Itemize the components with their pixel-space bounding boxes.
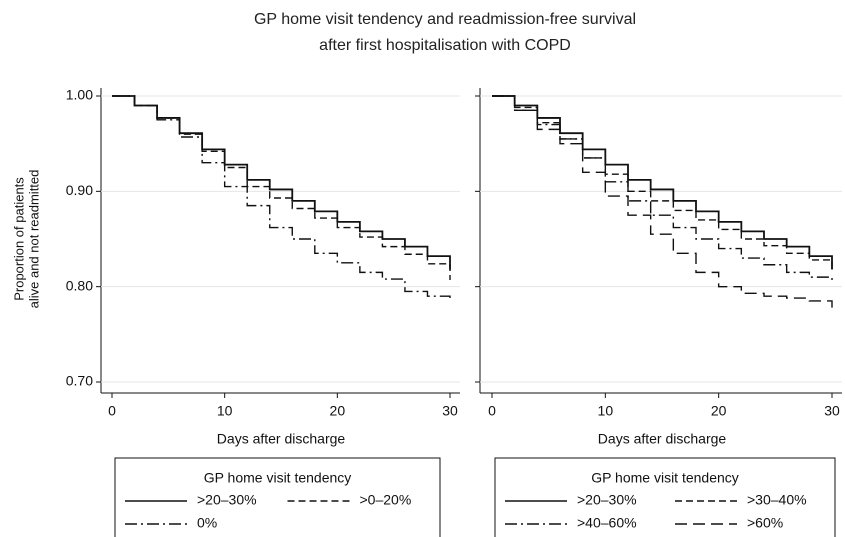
series-line: [112, 95, 451, 270]
series-line: [492, 95, 833, 270]
series-line: [492, 95, 833, 308]
x-tick-label: 20: [330, 403, 346, 419]
series-line: [492, 95, 833, 284]
series-line: [492, 95, 833, 273]
legend-box: [114, 457, 441, 537]
legend-label: >0–20%: [360, 492, 412, 508]
x-tick-label: 10: [598, 403, 614, 419]
x-tick-label: 0: [108, 403, 116, 419]
series-line: [112, 95, 451, 299]
legend-label: >30–40%: [747, 492, 807, 508]
series-line: [112, 95, 451, 280]
legend-title: GP home visit tendency: [204, 470, 352, 486]
y-axis-label: Proportion of patients: [11, 177, 26, 301]
x-tick-label: 0: [488, 403, 496, 419]
legend-label: 0%: [197, 515, 217, 531]
y-axis-label: alive and not readmitted: [26, 170, 41, 309]
chart-title: GP home visit tendency and readmission-f…: [254, 11, 636, 28]
chart-subtitle: after first hospitalisation with COPD: [319, 37, 571, 54]
legend-box: [494, 457, 836, 537]
legend-label: >40–60%: [577, 515, 637, 531]
x-tick-label: 30: [442, 403, 458, 419]
y-tick-label: 1.00: [66, 87, 93, 103]
x-tick-label: 10: [217, 403, 233, 419]
y-tick-label: 0.70: [66, 373, 93, 389]
legend-label: >20–30%: [197, 492, 257, 508]
x-axis-label: Days after discharge: [217, 431, 346, 447]
legend-label: >20–30%: [577, 492, 637, 508]
y-tick-label: 0.80: [66, 277, 93, 293]
x-tick-label: 20: [711, 403, 727, 419]
y-tick-label: 0.90: [66, 182, 93, 198]
legend-title: GP home visit tendency: [591, 470, 739, 486]
x-axis-label: Days after discharge: [598, 431, 727, 447]
legend-label: >60%: [747, 515, 783, 531]
x-tick-label: 30: [824, 403, 840, 419]
